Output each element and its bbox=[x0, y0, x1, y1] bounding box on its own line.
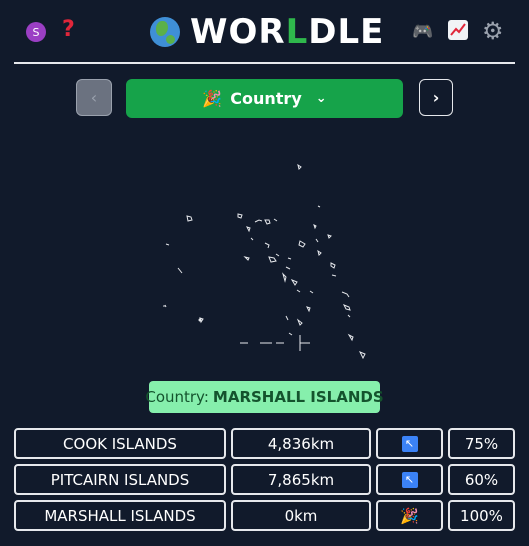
country-outline-map bbox=[163, 163, 366, 360]
settings-gear-icon[interactable]: ⚙ bbox=[482, 17, 504, 45]
previous-mode-button[interactable]: ‹ bbox=[76, 79, 112, 116]
avatar-letter: S bbox=[32, 25, 40, 39]
title-highlight: L bbox=[285, 12, 309, 52]
guess-row: PITCAIRN ISLANDS 7,865km ↖ 60% bbox=[14, 464, 515, 495]
title-text: WORLDLE bbox=[190, 12, 384, 52]
guess-country-cell: COOK ISLANDS bbox=[14, 428, 226, 459]
answer-value: MARSHALL ISLANDS bbox=[212, 388, 384, 406]
avatar-icon[interactable]: S bbox=[26, 22, 46, 42]
chevron-down-icon: ⌄ bbox=[315, 91, 327, 106]
mode-controls: ‹ 🎉 Country ⌄ › bbox=[0, 79, 529, 118]
mode-label: Country bbox=[230, 89, 302, 108]
party-icon: 🎉 bbox=[400, 506, 419, 525]
guess-proximity-cell: 75% bbox=[448, 428, 515, 459]
globe-icon bbox=[150, 17, 180, 47]
guess-row: COOK ISLANDS 4,836km ↖ 75% bbox=[14, 428, 515, 459]
title-suffix: DLE bbox=[308, 12, 385, 52]
guess-country-cell: MARSHALL ISLANDS bbox=[14, 500, 226, 531]
guess-distance-cell: 0km bbox=[231, 500, 371, 531]
help-glyph: ? bbox=[62, 17, 75, 42]
title-prefix: WOR bbox=[190, 12, 286, 52]
guess-row: MARSHALL ISLANDS 0km 🎉 100% bbox=[14, 500, 515, 531]
answer-banner: Country: MARSHALL ISLANDS bbox=[145, 381, 384, 413]
help-icon[interactable]: ? bbox=[62, 17, 75, 42]
guess-distance-cell: 4,836km bbox=[231, 428, 371, 459]
next-mode-button[interactable]: › bbox=[419, 79, 453, 116]
gamepad-icon[interactable]: 🎮 bbox=[412, 22, 434, 42]
chevron-right-icon: › bbox=[432, 88, 440, 107]
guess-proximity-cell: 100% bbox=[448, 500, 515, 531]
answer-prefix: Country: bbox=[145, 388, 209, 406]
guess-direction-cell: 🎉 bbox=[376, 500, 443, 531]
guess-direction-cell: ↖ bbox=[376, 428, 443, 459]
guess-country-cell: PITCAIRN ISLANDS bbox=[14, 464, 226, 495]
guess-list: COOK ISLANDS 4,836km ↖ 75% PITCAIRN ISLA… bbox=[14, 428, 515, 536]
party-icon: 🎉 bbox=[202, 89, 223, 108]
mode-select-button[interactable]: 🎉 Country ⌄ bbox=[126, 79, 403, 118]
chevron-left-icon: ‹ bbox=[90, 88, 98, 107]
app-title: WORLDLE bbox=[150, 12, 384, 52]
arrow-up-left-icon: ↖ bbox=[401, 435, 418, 452]
header: S ? WORLDLE 🎮 ⚙ bbox=[14, 0, 515, 64]
stats-icon[interactable] bbox=[448, 20, 468, 40]
guess-proximity-cell: 60% bbox=[448, 464, 515, 495]
arrow-up-left-icon: ↖ bbox=[401, 471, 418, 488]
guess-direction-cell: ↖ bbox=[376, 464, 443, 495]
guess-distance-cell: 7,865km bbox=[231, 464, 371, 495]
